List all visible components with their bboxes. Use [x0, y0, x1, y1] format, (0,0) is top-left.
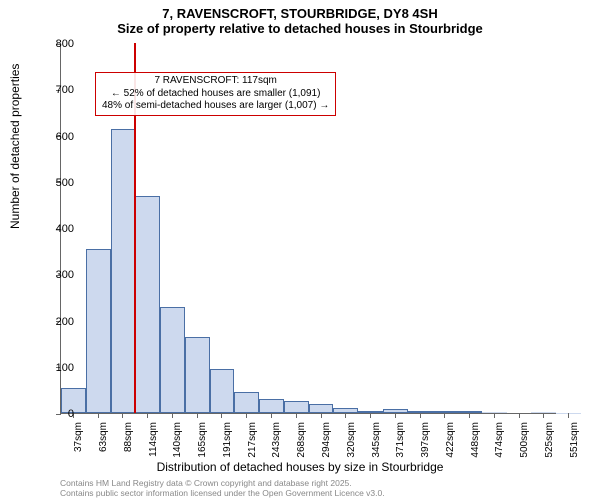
- xtick-label: 345sqm: [371, 422, 382, 462]
- ytick-label: 0: [44, 408, 74, 420]
- chart-area: 37sqm63sqm88sqm114sqm140sqm165sqm191sqm2…: [60, 44, 580, 414]
- xtick-mark: [519, 413, 520, 418]
- xtick-mark: [221, 413, 222, 418]
- histogram-bar: [210, 369, 235, 413]
- histogram-bar: [86, 249, 111, 413]
- xtick-label: 422sqm: [445, 422, 456, 462]
- xtick-label: 114sqm: [148, 422, 159, 462]
- histogram-bar: [234, 392, 259, 413]
- xtick-label: 371sqm: [395, 422, 406, 462]
- xtick-mark: [395, 413, 396, 418]
- xtick-mark: [321, 413, 322, 418]
- histogram-bar: [284, 401, 309, 413]
- xtick-label: 294sqm: [321, 422, 332, 462]
- ytick-label: 300: [44, 269, 74, 281]
- x-axis-label: Distribution of detached houses by size …: [0, 460, 600, 474]
- xtick-mark: [543, 413, 544, 418]
- title-main: 7, RAVENSCROFT, STOURBRIDGE, DY8 4SH: [0, 0, 600, 21]
- histogram-bar: [111, 129, 136, 413]
- xtick-mark: [147, 413, 148, 418]
- annotation-line2: ← 52% of detached houses are smaller (1,…: [102, 88, 329, 101]
- ytick-label: 100: [44, 362, 74, 374]
- ytick-label: 200: [44, 316, 74, 328]
- xtick-mark: [296, 413, 297, 418]
- xtick-label: 397sqm: [420, 422, 431, 462]
- xtick-label: 88sqm: [123, 422, 134, 462]
- ytick-label: 500: [44, 177, 74, 189]
- annotation-line3: 48% of semi-detached houses are larger (…: [102, 100, 329, 113]
- annotation-line1: 7 RAVENSCROFT: 117sqm: [102, 75, 329, 88]
- histogram-bar: [309, 404, 334, 413]
- xtick-label: 165sqm: [197, 422, 208, 462]
- ytick-label: 800: [44, 38, 74, 50]
- xtick-mark: [122, 413, 123, 418]
- xtick-mark: [494, 413, 495, 418]
- xtick-mark: [197, 413, 198, 418]
- xtick-label: 448sqm: [470, 422, 481, 462]
- xtick-label: 500sqm: [519, 422, 530, 462]
- plot-region: 37sqm63sqm88sqm114sqm140sqm165sqm191sqm2…: [60, 44, 580, 414]
- xtick-label: 525sqm: [544, 422, 555, 462]
- ytick-label: 400: [44, 223, 74, 235]
- histogram-bar: [259, 399, 284, 413]
- xtick-label: 474sqm: [494, 422, 505, 462]
- xtick-label: 63sqm: [98, 422, 109, 462]
- xtick-label: 320sqm: [346, 422, 357, 462]
- xtick-label: 191sqm: [222, 422, 233, 462]
- xtick-mark: [444, 413, 445, 418]
- xtick-mark: [420, 413, 421, 418]
- title-sub: Size of property relative to detached ho…: [0, 21, 600, 40]
- y-axis-label: Number of detached properties: [8, 64, 22, 229]
- xtick-label: 217sqm: [247, 422, 258, 462]
- xtick-mark: [172, 413, 173, 418]
- xtick-mark: [345, 413, 346, 418]
- xtick-label: 140sqm: [172, 422, 183, 462]
- ytick-label: 700: [44, 84, 74, 96]
- xtick-label: 551sqm: [569, 422, 580, 462]
- xtick-label: 268sqm: [296, 422, 307, 462]
- xtick-label: 37sqm: [73, 422, 84, 462]
- xtick-mark: [568, 413, 569, 418]
- histogram-bar: [135, 196, 160, 413]
- xtick-label: 243sqm: [271, 422, 282, 462]
- histogram-bar: [185, 337, 210, 413]
- footer-line2: Contains public sector information licen…: [60, 489, 385, 499]
- ytick-label: 600: [44, 131, 74, 143]
- xtick-mark: [98, 413, 99, 418]
- xtick-mark: [246, 413, 247, 418]
- annotation-box: 7 RAVENSCROFT: 117sqm← 52% of detached h…: [95, 72, 336, 116]
- xtick-mark: [469, 413, 470, 418]
- xtick-mark: [271, 413, 272, 418]
- xtick-mark: [370, 413, 371, 418]
- footer-attribution: Contains HM Land Registry data © Crown c…: [60, 479, 385, 499]
- histogram-bar: [160, 307, 185, 413]
